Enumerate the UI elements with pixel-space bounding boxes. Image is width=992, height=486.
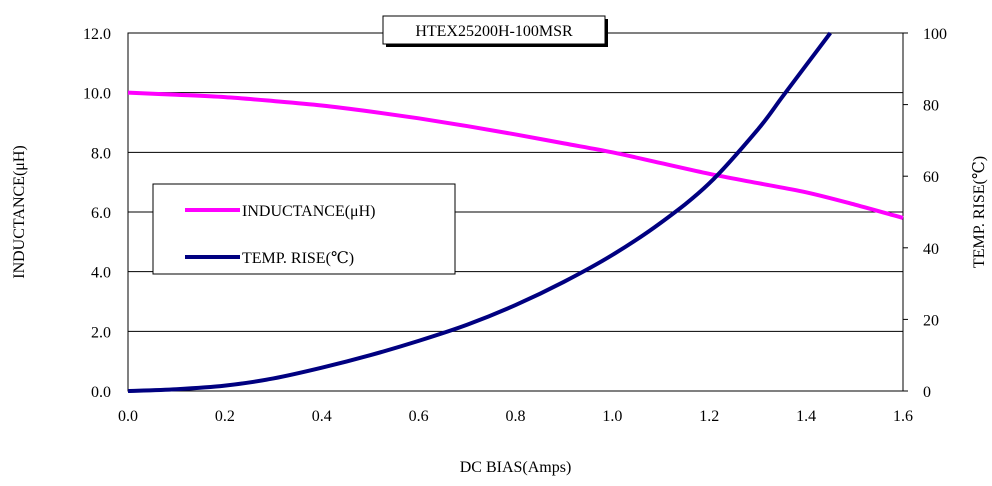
y-right-tick-labels: 0 20 40 60 80 100 [903,26,947,401]
series-lines [127,31,904,393]
y-left-tick-label: 10.0 [83,86,111,103]
legend-label-inductance: INDUCTANCE(μH) [242,203,376,220]
y-left-tick-label: 0.0 [91,384,111,401]
title-box-border [382,15,606,45]
y-left-axis-title: INDUCTANCE(μH) [11,145,28,279]
y-right-tick-label: 40 [923,241,939,258]
x-tick-label: 0.2 [215,408,235,425]
x-tick-label: 0.8 [506,408,526,425]
y-right-tick-label: 20 [923,312,939,329]
x-tick-label: 1.2 [699,408,719,425]
series-line-temp-rise [127,31,832,393]
y-left-tick-label: 6.0 [91,205,111,222]
x-tick-label: 1.4 [796,408,816,425]
chart-title: HTEX25200H-100MSR [415,23,573,40]
x-tick-label: 0.6 [409,408,429,425]
x-axis-title: DC BIAS(Amps) [460,459,572,476]
y-left-tick-labels: 0.0 2.0 4.0 6.0 8.0 10.0 12.0 [83,26,111,401]
y-left-tick-label: 8.0 [91,145,111,162]
y-right-axis-title: TEMP. RISE(℃) [971,156,988,268]
x-tick-label: 1.6 [893,408,913,425]
y-right-tick-label: 0 [923,384,931,401]
chart-title-box: HTEX25200H-100MSR [382,15,608,47]
y-right-tick-label: 60 [923,169,939,186]
y-left-tick-label: 2.0 [91,324,111,341]
y-right-tick-label: 80 [923,98,939,115]
y-right-tick-label: 100 [923,26,947,43]
x-tick-labels: 0.0 0.2 0.4 0.6 0.8 1.0 1.2 1.4 1.6 [118,408,913,425]
x-tick-label: 0.0 [118,408,138,425]
y-left-tick-label: 12.0 [83,26,111,43]
x-tick-label: 0.4 [312,408,332,425]
series-line-inductance [127,90,904,220]
x-tick-label: 1.0 [602,408,622,425]
legend-label-temp-rise: TEMP. RISE(℃) [242,250,354,267]
legend: INDUCTANCE(μH) TEMP. RISE(℃) [152,183,456,275]
y-left-tick-label: 4.0 [91,265,111,282]
